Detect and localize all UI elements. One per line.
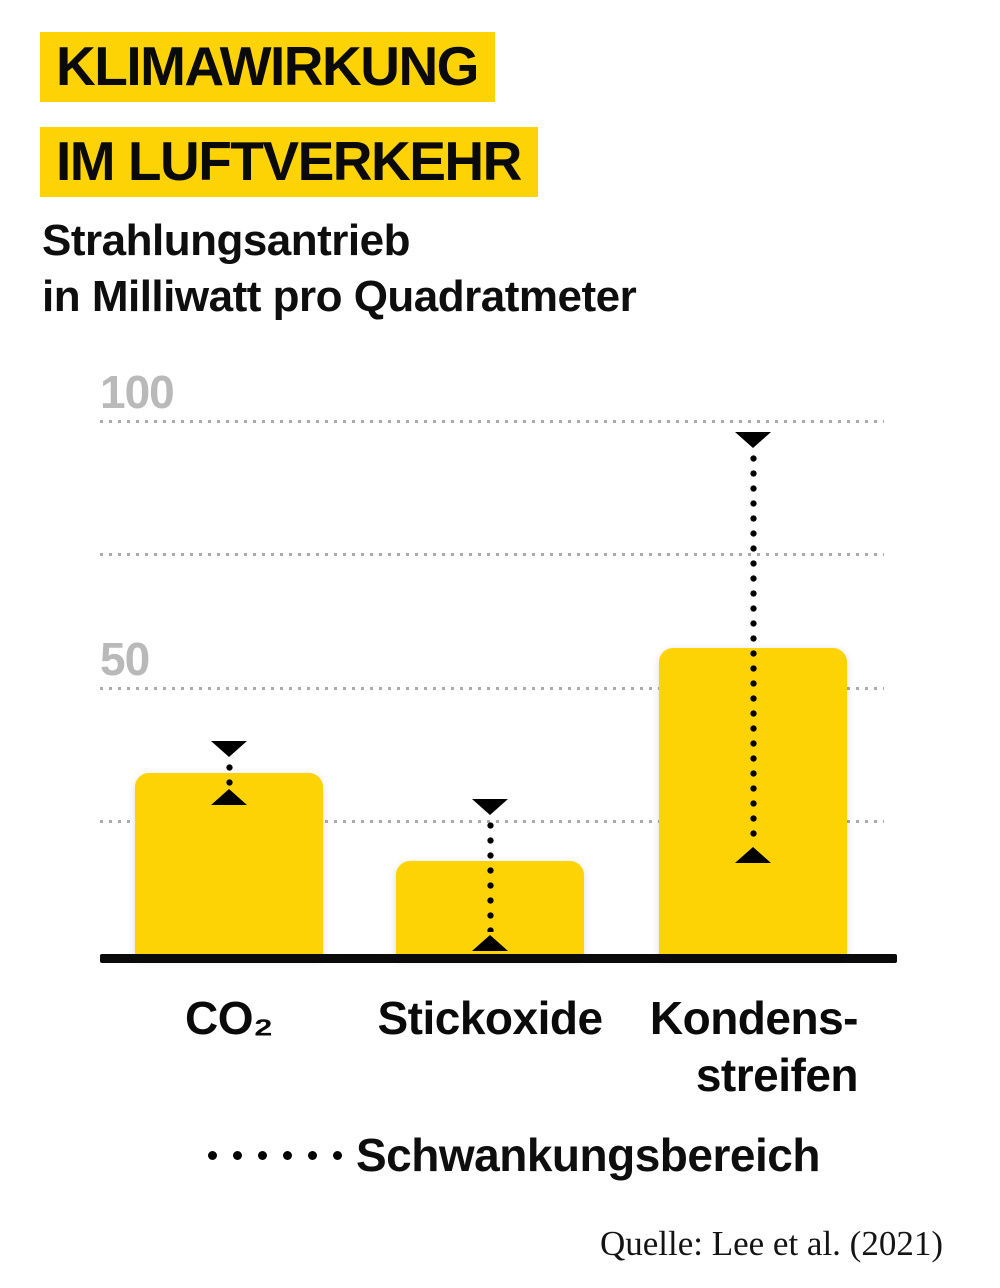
x-label-kondensstreifen: Kondens- streifen [649, 992, 859, 1101]
error-bar-bottom-arrow-kondensstreifen [735, 847, 771, 863]
gridline-75 [100, 553, 884, 556]
x-label-stickoxide: Stickoxide [377, 992, 603, 1044]
legend-label: Schwankungsbereich [356, 1129, 820, 1181]
x-axis-line [100, 954, 897, 963]
legend-dot [333, 1150, 342, 1160]
gridline-50 [100, 687, 884, 690]
gridline-100 [100, 420, 884, 423]
chart-subtitle: Strahlungsantrieb in Milliwatt pro Quadr… [42, 213, 637, 325]
error-bar-bottom-arrow-co2 [211, 789, 247, 805]
page-title-line1: KLIMAWIRKUNG [40, 32, 495, 102]
legend-dot [308, 1150, 317, 1160]
error-bar-top-arrow-stickoxide [472, 799, 508, 815]
legend-dot [208, 1150, 217, 1160]
chart-legend: Schwankungsbereich [208, 1128, 820, 1182]
x-label-co2: CO₂ [185, 992, 273, 1044]
dotted-line-legend-marker [208, 1150, 342, 1160]
legend-dot [233, 1150, 242, 1160]
error-bar-bottom-arrow-stickoxide [472, 935, 508, 951]
error-bar-dotted-line-stickoxide [487, 818, 494, 932]
page-title-line2: IM LUFTVERKEHR [40, 127, 538, 197]
legend-dot [258, 1150, 267, 1160]
y-tick-label-100: 100 [100, 366, 175, 418]
error-bar-top-arrow-co2 [211, 741, 247, 757]
chart-subtitle-line1: Strahlungsantrieb [42, 216, 411, 265]
error-bar-dotted-line-kondensstreifen [750, 451, 757, 844]
source-credit: Quelle: Lee et al. (2021) [599, 1224, 943, 1263]
legend-dot [283, 1150, 292, 1160]
y-tick-label-50: 50 [100, 633, 150, 685]
error-bar-top-arrow-kondensstreifen [735, 432, 771, 448]
chart-subtitle-line2: in Milliwatt pro Quadratmeter [42, 272, 637, 321]
error-bar-dotted-line-co2 [226, 760, 233, 786]
